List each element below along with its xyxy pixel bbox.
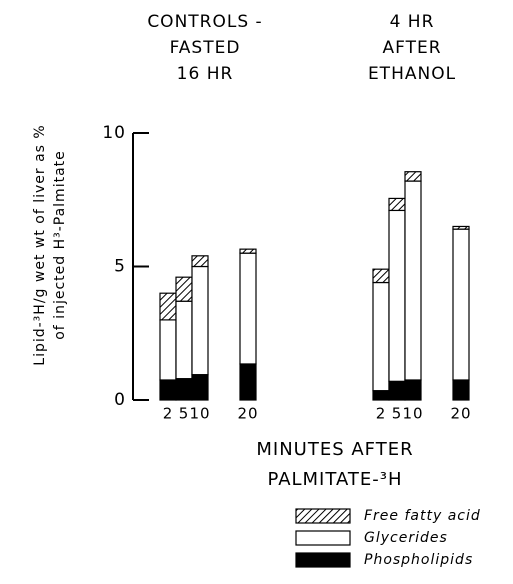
y-axis-label: Lipid-³H/g wet wt of liver as % — [32, 124, 48, 365]
x-tick-label: 20 — [450, 405, 471, 423]
bar-segment — [191, 265, 209, 376]
legend-label: Free fatty acid — [364, 508, 481, 524]
y-tick-label: 5 — [114, 257, 126, 277]
bar-segment — [452, 225, 470, 230]
bar-segment — [175, 378, 193, 401]
x-tick-label: 10 — [189, 405, 210, 423]
legend-swatch — [295, 530, 351, 546]
bar-segment — [452, 379, 470, 401]
bar-segment — [191, 374, 209, 401]
bar-segment — [239, 363, 257, 401]
bar-segment — [404, 180, 422, 381]
bar-segment — [239, 248, 257, 254]
bar-segment — [372, 390, 390, 401]
bar-segment — [388, 197, 406, 212]
x-tick-label: 5 — [392, 405, 403, 423]
bar-segment — [388, 209, 406, 382]
y-tick-label: 0 — [114, 390, 126, 410]
bar-segment — [191, 255, 209, 268]
group-title: FASTED — [170, 38, 241, 58]
x-tick-label: 5 — [179, 405, 190, 423]
group-title: 16 HR — [177, 64, 234, 84]
x-tick-label: 2 — [376, 405, 387, 423]
group-title: CONTROLS - — [147, 12, 262, 32]
bar-segment — [404, 379, 422, 401]
legend-swatch — [295, 552, 351, 568]
group-title: 4 HR — [390, 12, 435, 32]
group-title: ETHANOL — [368, 64, 456, 84]
bar-segment — [388, 380, 406, 401]
legend-label: Glycerides — [364, 530, 448, 546]
x-tick-label: 20 — [237, 405, 258, 423]
x-axis-label: PALMITATE-³H — [267, 469, 402, 490]
bar-segment — [175, 276, 193, 302]
bar-segment — [239, 252, 257, 365]
group-title: AFTER — [382, 38, 441, 58]
x-tick-label: 10 — [402, 405, 423, 423]
x-axis-label: MINUTES AFTER — [256, 439, 413, 460]
x-tick-label: 2 — [163, 405, 174, 423]
bar-segment — [404, 171, 422, 182]
bar-segment — [159, 319, 177, 381]
bar-segment — [372, 281, 390, 392]
bar-segment — [372, 268, 390, 284]
bar-segment — [159, 379, 177, 401]
legend-label: Phospholipids — [364, 552, 473, 568]
bar-segment — [159, 292, 177, 321]
y-tick-label: 10 — [102, 123, 126, 143]
bar-segment — [175, 300, 193, 380]
bar-segment — [452, 228, 470, 381]
y-axis-label: of injected H³-Palmitate — [52, 150, 68, 340]
legend-swatch — [295, 508, 351, 524]
